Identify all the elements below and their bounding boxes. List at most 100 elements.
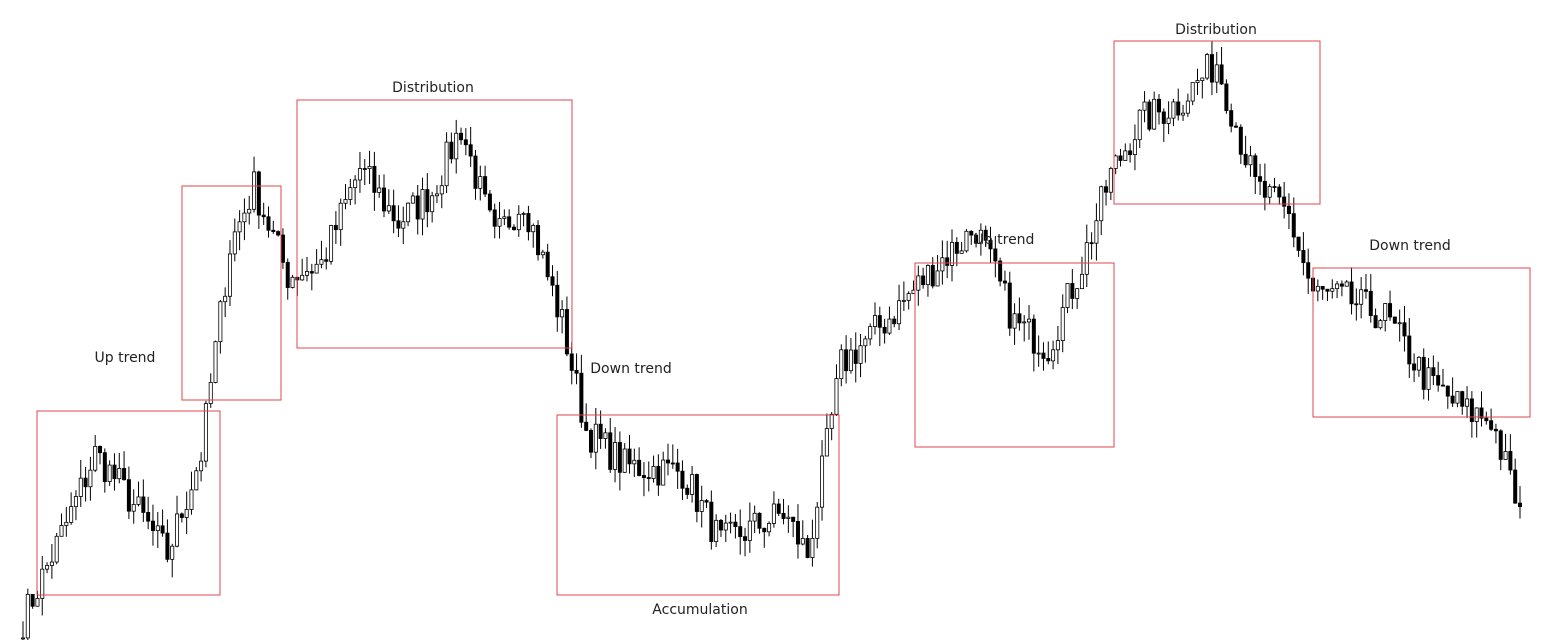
candle [550, 265, 555, 297]
candle-body-bearish [507, 216, 512, 228]
candle [1479, 391, 1484, 427]
candle-body-bullish [1065, 283, 1070, 308]
candle [998, 257, 1003, 287]
candle [1137, 109, 1142, 149]
candle-body-bearish [882, 326, 887, 334]
candle-body-bullish [107, 464, 112, 482]
candle [863, 335, 868, 363]
candle [916, 265, 921, 306]
candle [232, 218, 237, 262]
phase-label-distribution-2: Distribution [1175, 22, 1257, 38]
candle [1166, 101, 1171, 135]
candle-body-bullish [1455, 391, 1460, 404]
candle-body-bullish [40, 568, 45, 599]
candle-body-bullish [1426, 367, 1431, 390]
candle-body-bullish [20, 637, 25, 640]
candle-body-bearish [1209, 54, 1214, 83]
candle-body-bullish [872, 315, 877, 327]
candle [747, 502, 752, 553]
candle [516, 205, 521, 237]
candle-body-bullish [651, 465, 656, 479]
candle-body-bearish [459, 132, 464, 141]
candle [1214, 51, 1219, 94]
candle [126, 466, 131, 519]
candle-body-bearish [1291, 213, 1296, 238]
candle-body-bullish [329, 225, 334, 262]
candle [969, 230, 974, 245]
candle [584, 403, 589, 432]
candle [656, 454, 661, 496]
candle-body-bearish [483, 176, 488, 195]
candle-body-bullish [1051, 349, 1056, 362]
candle [131, 489, 136, 524]
candle [1315, 279, 1320, 302]
zone-box-up-trend-3 [914, 262, 1115, 448]
candle-body-bullish [69, 506, 74, 523]
candle [1320, 285, 1325, 300]
candle [189, 471, 194, 515]
candle-body-bearish [930, 265, 935, 287]
candle-body-bullish [858, 345, 863, 364]
candle-body-bearish [1349, 281, 1354, 305]
candle [844, 335, 849, 384]
candle [704, 498, 709, 508]
candle [117, 453, 122, 484]
candle [483, 165, 488, 198]
candle-body-bearish [526, 213, 531, 233]
candle-body-bullish [1465, 398, 1470, 407]
candle [1397, 309, 1402, 342]
candle [815, 501, 820, 549]
candle-body-bearish [805, 538, 810, 558]
candle-body-bearish [921, 275, 926, 286]
candle [1402, 305, 1407, 352]
candle-body-bearish [1118, 155, 1123, 161]
candle-body-bearish [954, 242, 959, 254]
candle-body-bullish [815, 506, 820, 539]
candle-body-bullish [348, 187, 353, 200]
candle [699, 485, 704, 528]
candle-body-bearish [536, 224, 541, 256]
candle [184, 491, 189, 535]
candle [324, 247, 329, 270]
candle [723, 514, 728, 543]
candle-body-bullish [1330, 288, 1335, 292]
candle-body-bullish [1094, 220, 1099, 244]
candle-body-bullish [444, 141, 449, 187]
candle [165, 519, 170, 563]
phase-labels-layer: Up trend Distribution Down trend Accumul… [95, 22, 1451, 618]
candle-body-bearish [266, 216, 271, 231]
candle [261, 202, 266, 225]
candle-body-bullish [767, 523, 772, 533]
candle [357, 151, 362, 193]
candle [574, 353, 579, 385]
candle-body-bullish [925, 265, 930, 286]
candle-body-bullish [1166, 117, 1171, 124]
candle [1267, 183, 1272, 205]
candle-body-bullish [848, 349, 853, 372]
candle-body-bullish [1474, 407, 1479, 422]
candle-body-bearish [945, 257, 950, 266]
candle-body-bullish [863, 338, 868, 347]
candle [444, 132, 449, 193]
candle [988, 226, 993, 264]
candle [993, 235, 998, 278]
candle-body-bullish [49, 561, 54, 566]
candle-body-bearish [983, 229, 988, 241]
candle-body-bullish [723, 522, 728, 531]
candle-body-bearish [1508, 451, 1513, 471]
candle-body-bullish [237, 221, 242, 233]
candle-body-bearish [391, 205, 396, 222]
candle [367, 150, 372, 185]
candle [1104, 179, 1109, 206]
candle-body-bullish [386, 205, 391, 212]
candle-body-bearish [762, 527, 767, 533]
phase-label-down-trend-1: Down trend [590, 361, 671, 377]
candle-body-bullish [175, 513, 180, 547]
candle-body-bullish [377, 187, 382, 193]
candle [1099, 185, 1104, 236]
candle-body-bullish [338, 202, 343, 230]
phase-label-up-trend-2: Up trend [974, 232, 1035, 248]
candle-body-bullish [699, 500, 704, 512]
zone-box-down-trend-2 [1312, 267, 1531, 418]
candle-body-bullish [1185, 100, 1190, 114]
